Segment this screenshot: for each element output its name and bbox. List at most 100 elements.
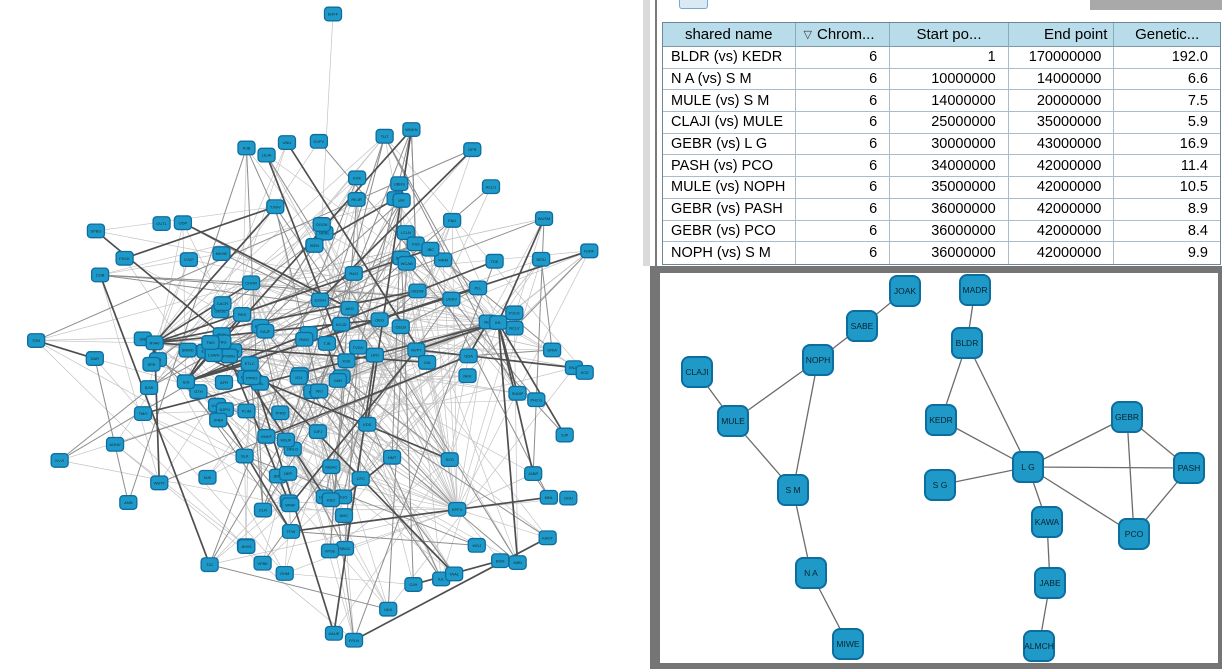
overview-node[interactable]: AKO	[340, 300, 359, 316]
overview-node[interactable]: KSK	[337, 353, 356, 369]
network-node-BLDR[interactable]: BLDR	[951, 327, 983, 359]
overview-node[interactable]: FKCK	[115, 250, 134, 266]
overview-node[interactable]: AAUE	[324, 625, 344, 641]
overview-node[interactable]: OJH	[404, 577, 423, 592]
overview-node[interactable]: NVPT	[407, 342, 426, 358]
overview-node[interactable]: RWG	[295, 331, 314, 347]
network-edge-L G-GEBR[interactable]	[1027, 416, 1128, 468]
overview-node[interactable]: ICU	[289, 370, 308, 386]
table-row-9[interactable]: NOPH (vs) S M 6 36000000 42000000 9.9	[663, 242, 1220, 264]
overview-node[interactable]: NJRF	[580, 243, 599, 259]
overview-node[interactable]: ESGH	[310, 292, 330, 308]
overview-node[interactable]: TMO	[133, 406, 153, 422]
header-cell-genetic[interactable]: Genetic...	[1114, 23, 1221, 47]
network-node-N A[interactable]: N A	[795, 557, 827, 589]
table-row-2[interactable]: MULE (vs) S M 6 14000000 20000000 7.5	[663, 90, 1220, 113]
overview-node[interactable]: WUSM	[534, 211, 554, 226]
overview-node[interactable]: HMT	[382, 449, 402, 465]
table-row-8[interactable]: GEBR (vs) PCO 6 36000000 42000000 8.4	[663, 220, 1220, 243]
network-edge-GEBR-PCO[interactable]	[1126, 416, 1135, 535]
overview-node[interactable]: UBNS	[390, 176, 409, 192]
overview-node[interactable]: COB	[90, 267, 110, 283]
overview-node[interactable]: BSM	[491, 553, 510, 569]
overview-node[interactable]: NEP	[278, 465, 298, 481]
overview-node[interactable]: PPRO	[242, 370, 261, 386]
overview-node[interactable]: DAR	[85, 351, 104, 366]
network-node-KEDR[interactable]: KEDR	[925, 404, 957, 436]
overview-node[interactable]: VJVF	[179, 252, 199, 268]
overview-node[interactable]: DRIA	[542, 342, 562, 358]
overview-node[interactable]: LEJA	[257, 147, 276, 163]
overview-node[interactable]: GIA	[417, 354, 437, 370]
network-node-GEBR[interactable]: GEBR	[1111, 401, 1143, 433]
overview-node[interactable]: RVAV	[145, 335, 164, 351]
overview-node[interactable]: PJCG	[505, 305, 524, 321]
overview-node[interactable]: FAU	[442, 212, 462, 228]
overview-node[interactable]: GFR	[463, 142, 482, 158]
overview-node[interactable]: SPBU	[86, 223, 106, 239]
overview-node[interactable]: KAOT	[538, 530, 557, 546]
filter-icon[interactable]: ▽	[803, 29, 812, 41]
overview-node[interactable]: OUTL	[152, 216, 171, 231]
overview-node[interactable]: OGOK	[312, 217, 331, 232]
overview-node[interactable]: TVGV	[348, 339, 368, 355]
network-node-NOPH[interactable]: NOPH	[802, 344, 834, 376]
overview-node[interactable]: JBC	[421, 241, 440, 257]
overview-node[interactable]: WNKN	[402, 122, 421, 137]
header-cell-shared-name[interactable]: shared name	[663, 23, 796, 47]
overview-node[interactable]: CFC	[351, 471, 370, 486]
overview-network-canvas[interactable]: NKRLVEMRUNUNVPTTFWUKAHMTCLRNJRFNRLOMUHCK…	[0, 0, 650, 669]
overview-node[interactable]: CHOR	[241, 275, 261, 291]
header-cell-start-point[interactable]: Start po...	[890, 23, 1009, 47]
overview-node[interactable]: OOU	[559, 490, 578, 506]
overview-node[interactable]: SPE	[142, 356, 161, 372]
network-edge-L G-PASH[interactable]	[1027, 466, 1190, 469]
overview-node[interactable]: TOH	[27, 333, 46, 348]
network-edge-L G-PCO[interactable]	[1027, 466, 1135, 535]
overview-node[interactable]: FPLN	[344, 632, 364, 648]
network-node-S M[interactable]: S M	[777, 474, 809, 506]
overview-node[interactable]: SUMP	[508, 385, 527, 401]
network-node-JABE[interactable]: JABE	[1034, 567, 1066, 599]
overview-node[interactable]: NHC	[334, 508, 354, 524]
network-node-PCO[interactable]: PCO	[1118, 518, 1150, 550]
overview-node[interactable]: ODP	[173, 215, 193, 231]
network-node-SABE[interactable]: SABE	[846, 310, 878, 342]
overview-node[interactable]: TJC	[200, 557, 219, 573]
overview-node[interactable]: NCLV	[505, 320, 524, 336]
overview-node[interactable]: KVK	[348, 170, 367, 186]
network-node-MADR[interactable]: MADR	[959, 274, 991, 306]
overview-node[interactable]: AGHV	[105, 436, 125, 452]
network-node-ALMCH[interactable]: ALMCH	[1023, 630, 1055, 662]
header-cell-end-point[interactable]: End point	[1008, 23, 1115, 47]
overview-node[interactable]: JKHG	[237, 539, 256, 554]
overview-node[interactable]: TAAL	[444, 566, 464, 582]
overview-node[interactable]: KAJF	[256, 323, 275, 339]
overview-node[interactable]: CLR	[253, 502, 273, 518]
tab-fragment[interactable]	[679, 0, 708, 9]
network-node-JOAK[interactable]: JOAK	[889, 275, 921, 307]
overview-node[interactable]: PLIM	[237, 403, 256, 419]
overview-node[interactable]: KCE	[575, 365, 594, 380]
overview-node[interactable]: JABP	[524, 466, 543, 482]
overview-node[interactable]: EHFF	[323, 6, 343, 22]
overview-node[interactable]: MNL	[539, 489, 559, 505]
header-cell-chromosome[interactable]: ▽ Chrom...	[795, 23, 891, 47]
overview-node[interactable]: ACLU	[481, 179, 501, 195]
overview-node[interactable]: ETLC	[240, 356, 259, 372]
overview-node[interactable]: DVFV	[309, 133, 329, 149]
overview-node[interactable]: RJB	[237, 140, 256, 156]
overview-node[interactable]: PHCG	[527, 392, 546, 408]
overview-node[interactable]: MUHC	[322, 459, 341, 475]
overview-node[interactable]: GTH	[189, 384, 208, 400]
network-edge-NOPH-S M[interactable]	[792, 359, 819, 491]
network-edge-BLDR-L G[interactable]	[966, 342, 1029, 468]
network-node-S G[interactable]: S G	[924, 469, 956, 501]
overview-node[interactable]: TUT	[375, 128, 394, 144]
overview-node[interactable]: MRM	[433, 252, 453, 268]
overview-node[interactable]: RAO	[344, 265, 363, 281]
overview-node[interactable]: VMVF	[257, 428, 276, 444]
overview-node[interactable]: BJW	[139, 380, 159, 396]
overview-node[interactable]: OEDW	[408, 283, 427, 299]
overview-node[interactable]: WGJ	[467, 537, 486, 553]
